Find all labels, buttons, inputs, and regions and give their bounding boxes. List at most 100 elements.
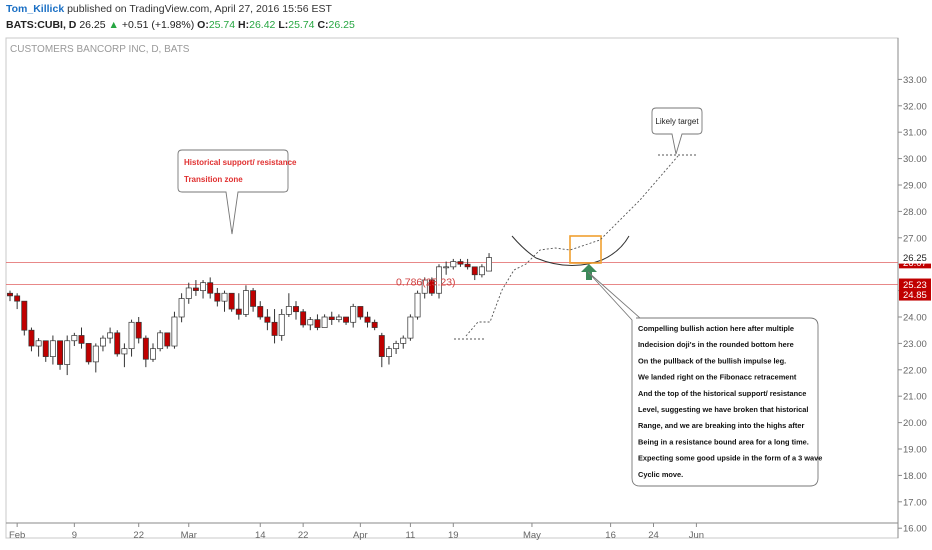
time-tick-label: 9 — [72, 530, 77, 541]
candle-up — [64, 340, 71, 365]
high-value: 26.42 — [249, 19, 276, 31]
analysis-callout-line: We landed right on the Fibonacc retracem… — [638, 373, 797, 382]
chart-header: Tom_Killick published on TradingView.com… — [0, 0, 932, 36]
candle-up — [221, 292, 228, 302]
candle-down — [364, 316, 371, 323]
author-link[interactable]: Tom_Killick — [6, 3, 65, 15]
candle-down — [85, 343, 92, 363]
time-tick-label: 22 — [298, 530, 309, 541]
time-tick-label: Feb — [9, 530, 25, 541]
candle-up — [307, 319, 314, 326]
candle-down — [357, 306, 364, 318]
high-label: H: — [238, 19, 250, 31]
up-arrow-icon — [581, 264, 597, 280]
price-tick-label: 30.00 — [903, 154, 927, 165]
price-tick-label: 28.00 — [903, 207, 927, 218]
candle-up — [121, 348, 128, 355]
symbol-label[interactable]: BATS:CUBI, D — [6, 19, 77, 31]
candle-up — [478, 266, 485, 276]
low-value: 25.74 — [288, 19, 315, 31]
candle-down — [314, 319, 321, 328]
price-tick-label: 24.00 — [903, 313, 927, 324]
candle-down — [343, 316, 350, 323]
price-tick-label: 27.00 — [903, 233, 927, 244]
low-label: L: — [278, 19, 289, 31]
price-tick-label: 19.00 — [903, 445, 927, 456]
publish-line: Tom_Killick published on TradingView.com… — [6, 3, 332, 15]
time-tick-label: 16 — [605, 530, 616, 541]
candle-down — [471, 266, 478, 276]
price-tick-label: 18.00 — [903, 471, 927, 482]
candle-down — [293, 306, 299, 313]
price-axis[interactable]: 16.00 17.00 18.00 19.00 20.00 21.00 22.00 23.00… — [898, 75, 927, 535]
candle-down — [257, 306, 264, 318]
candle-up — [414, 292, 421, 318]
level-tag-label: 24.85 — [903, 290, 927, 301]
fib-label: 0.786(25.23) — [396, 277, 456, 289]
change-value: +0.51 (+1.98%) — [121, 19, 195, 31]
time-tick-label: 24 — [648, 530, 659, 541]
candle-up — [450, 261, 457, 268]
projection-path — [465, 155, 679, 337]
time-tick-label: 11 — [405, 530, 415, 541]
rounded-bottom-arc — [511, 235, 630, 267]
candle-up — [150, 348, 156, 360]
current-price-label: 26.25 — [903, 253, 927, 264]
candle-down — [428, 279, 435, 294]
candle-down — [192, 287, 199, 291]
price-tick-label: 21.00 — [903, 392, 927, 403]
candles — [7, 253, 493, 376]
time-tick-label: Apr — [353, 530, 368, 541]
candle-down — [371, 321, 378, 328]
candle-down — [328, 316, 335, 320]
analysis-callout-line: Cyclic move. — [638, 470, 683, 479]
analysis-callout-line: On the pullback of the bullish impulse l… — [638, 356, 786, 365]
candle-down — [28, 329, 35, 347]
candle-down — [135, 321, 142, 339]
candle-down — [164, 332, 171, 347]
price-tick-label: 17.00 — [903, 497, 927, 508]
analysis-callout-line: Compelling bullish action here after mul… — [638, 324, 794, 333]
price-tick-label: 29.00 — [903, 181, 927, 192]
candle-up — [49, 340, 56, 357]
candle-up — [443, 266, 450, 269]
candle-up — [107, 332, 114, 339]
current-price-tag — [899, 251, 931, 264]
candle-up — [171, 316, 178, 347]
time-axis[interactable]: Feb 9 22 Mar 14 22 Apr 11 19 May 16 24 Jun — [9, 523, 704, 541]
open-value: 25.74 — [208, 19, 236, 31]
candle-up — [99, 337, 106, 347]
candle-down — [21, 300, 28, 331]
candle-up — [436, 266, 442, 294]
price-tick-label: 22.00 — [903, 365, 927, 376]
candle-up — [486, 257, 493, 272]
historical-callout-line: Transition zone — [184, 175, 243, 184]
candle-down — [464, 263, 471, 268]
time-tick-label: May — [523, 530, 541, 541]
price-tick-label: 20.00 — [903, 418, 927, 429]
candle-up — [321, 316, 328, 328]
analysis-callout-line: Being in a resistance bound area for a l… — [638, 437, 809, 446]
time-tick-label: 19 — [448, 530, 459, 541]
candle-up — [71, 335, 78, 342]
candle-up — [178, 298, 185, 318]
analysis-callout-line: Range, and we are breaking into the high… — [638, 421, 804, 430]
candle-down — [250, 290, 257, 307]
open-label: O: — [197, 19, 209, 31]
candle-up — [200, 282, 206, 291]
candle-up — [350, 306, 357, 323]
change-up-icon: ▲ — [108, 19, 119, 31]
candle-down — [235, 308, 242, 315]
candle-down — [207, 282, 214, 294]
close-value: 26.25 — [328, 19, 355, 31]
analysis-callout — [587, 271, 819, 487]
candle-down — [42, 340, 49, 357]
publish-info: published on TradingView.com, April 27, … — [64, 3, 332, 15]
candle-down — [114, 332, 121, 355]
candle-down — [7, 292, 13, 297]
historical-callout-line: Historical support/ resistance — [184, 158, 297, 167]
candle-down — [271, 321, 278, 336]
candle-down — [300, 311, 307, 326]
